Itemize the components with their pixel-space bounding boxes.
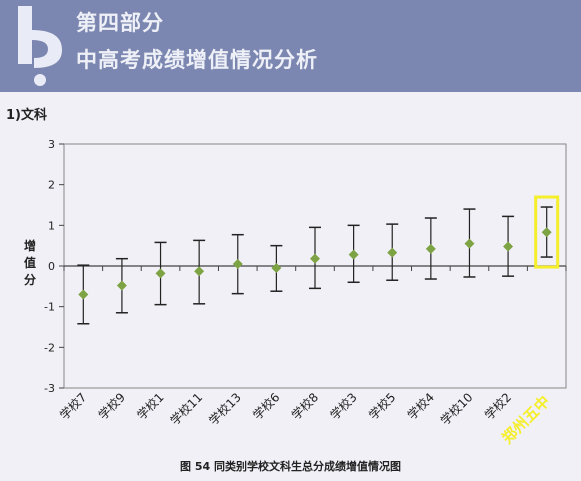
- x-tick-label: 学校13: [206, 390, 244, 428]
- x-tick-label: 学校2: [481, 390, 514, 423]
- data-point-marker: [310, 253, 320, 264]
- y-tick-label: -3: [44, 382, 55, 395]
- y-tick-label: 0: [48, 260, 55, 273]
- data-point-marker: [387, 247, 398, 258]
- sub-heading: 1)文科: [6, 108, 47, 123]
- data-point-marker: [232, 258, 243, 269]
- y-axis-title-char: 增: [24, 238, 36, 253]
- y-axis-title-char: 值: [24, 255, 36, 270]
- x-tick-label: 学校8: [288, 390, 321, 423]
- data-point-marker: [348, 249, 359, 260]
- y-tick-label: -1: [44, 301, 55, 314]
- figure-caption: 图 54 同类别学校文科生总分成绩增值情况图: [180, 460, 401, 473]
- data-point-marker: [503, 241, 514, 252]
- y-axis-title-char: 分: [24, 272, 36, 287]
- header-band: [0, 0, 581, 92]
- x-tick-label: 学校6: [250, 390, 283, 423]
- x-tick-label: 学校10: [437, 390, 475, 428]
- data-point-marker: [116, 280, 127, 291]
- data-point-marker: [464, 238, 475, 249]
- highlight-box: [534, 195, 560, 269]
- y-tick-label: 2: [48, 179, 55, 192]
- section-number-logo: [18, 6, 62, 86]
- y-tick-label: 1: [48, 219, 55, 232]
- data-point-marker: [425, 243, 436, 254]
- data-point-marker: [541, 227, 552, 238]
- data-point-marker: [194, 266, 205, 277]
- y-tick-label: -2: [44, 341, 55, 354]
- y-tick-label: 3: [48, 138, 55, 151]
- x-tick-label: 学校1: [134, 390, 167, 423]
- x-tick-label: 学校5: [365, 390, 398, 423]
- data-point-marker: [155, 268, 166, 279]
- x-tick-label: 学校7: [56, 390, 89, 423]
- x-tick-label: 学校3: [327, 390, 360, 423]
- x-tick-label: 学校11: [167, 390, 205, 428]
- x-tick-label: 学校4: [404, 390, 437, 423]
- section-subtitle: 中高考成绩增值情况分析: [76, 48, 318, 72]
- x-tick-label: 学校9: [95, 390, 128, 423]
- section-title: 第四部分: [76, 11, 164, 35]
- data-point-marker: [271, 263, 282, 274]
- data-point-marker: [78, 289, 89, 300]
